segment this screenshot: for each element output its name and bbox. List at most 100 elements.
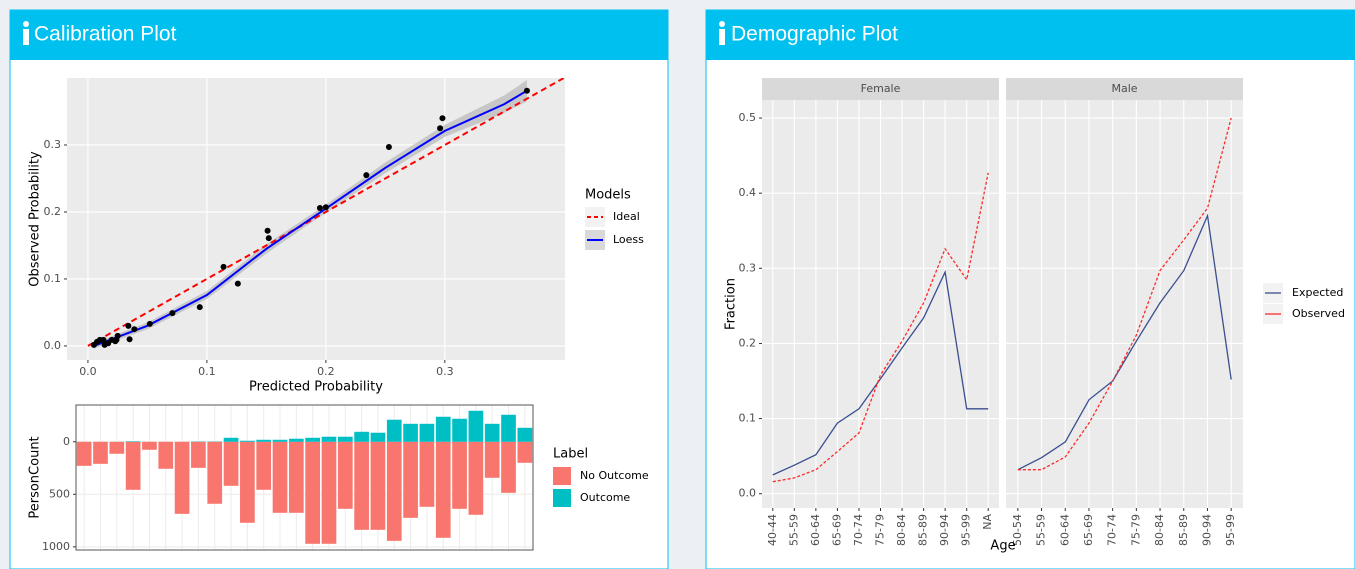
bar [207, 441, 223, 504]
x-tick-label: 95-99 [960, 514, 973, 546]
y-tick-label: 0.4 [739, 186, 757, 199]
bar [386, 441, 402, 541]
bar [240, 441, 255, 523]
box-header [10, 10, 668, 60]
x-tick-label: 80-84 [1153, 514, 1166, 546]
point [437, 125, 444, 132]
x-tick-label: 40-44 [766, 514, 779, 546]
plot-background [1006, 100, 1243, 508]
bar [517, 427, 533, 442]
x-tick-label: 70-74 [852, 514, 865, 546]
y-tick-label: 0.1 [44, 272, 62, 285]
y-tick-label: 0.0 [44, 339, 62, 352]
line [1017, 213, 1232, 471]
bar [403, 423, 418, 442]
legend-label: Observed [1292, 307, 1345, 320]
line [772, 172, 989, 483]
box-header [706, 10, 1355, 60]
plot-border [75, 404, 534, 551]
y-tick-label: 0 [63, 435, 70, 448]
y-tick-label: 0.1 [739, 412, 757, 425]
bar [93, 441, 108, 464]
point [100, 336, 107, 343]
x-tick-label: 60-64 [1058, 514, 1071, 546]
box-title: Calibration Plot [34, 23, 177, 46]
bar [435, 441, 451, 538]
bar [76, 441, 92, 466]
line [87, 78, 565, 347]
point [523, 87, 530, 94]
bar [174, 441, 190, 514]
legend-title: Label [553, 447, 588, 462]
point [131, 326, 138, 333]
info-icon [23, 29, 29, 45]
bar [419, 423, 435, 442]
bar [272, 441, 288, 513]
x-tick-label: 90-94 [938, 514, 951, 546]
line [772, 269, 989, 476]
x-tick-label: 65-69 [1082, 514, 1095, 546]
legend-title: Models [585, 188, 631, 203]
bar [435, 416, 451, 442]
y-tick-label: 0.5 [739, 111, 757, 124]
bar [321, 441, 337, 544]
x-tick-label: 65-69 [830, 514, 843, 546]
bar [419, 441, 435, 507]
x-tick-label: 85-89 [917, 514, 930, 546]
x-tick-label: 0.2 [317, 365, 335, 378]
point [126, 336, 133, 343]
y-tick-label: 0.3 [44, 138, 62, 151]
bar [337, 441, 353, 509]
bar [501, 441, 516, 493]
legend-label: Outcome [580, 491, 630, 504]
bar [256, 441, 272, 490]
bar [305, 441, 321, 544]
bar [191, 441, 206, 468]
y-axis-title: PersonCount [28, 436, 43, 518]
x-tick-label: 50-54 [1011, 514, 1024, 546]
legend-swatch [553, 489, 571, 507]
bar [223, 441, 239, 486]
strip [1006, 78, 1243, 100]
bar [125, 441, 141, 490]
x-tick-label: 0.3 [436, 365, 454, 378]
bar [403, 441, 418, 518]
bar [501, 414, 516, 442]
x-tick-label: 55-59 [787, 514, 800, 546]
bar [517, 441, 533, 463]
point [234, 280, 241, 287]
point [439, 115, 446, 122]
point [322, 204, 329, 211]
facet-title: Male [1111, 82, 1137, 95]
y-tick-label: 0.2 [739, 336, 757, 349]
y-tick-label: 0.0 [739, 487, 757, 500]
x-tick-label: 95-99 [1224, 514, 1237, 546]
bar [386, 419, 402, 442]
x-tick-label: 0.0 [79, 365, 97, 378]
point [125, 322, 132, 329]
x-tick-label: 80-84 [895, 514, 908, 546]
point [169, 310, 176, 317]
bar [321, 436, 337, 442]
box-title: Demographic Plot [731, 23, 898, 46]
info-icon [719, 21, 725, 27]
y-tick-label: 500 [49, 487, 70, 500]
bar [484, 441, 500, 478]
legend-label: Expected [1292, 286, 1343, 299]
point [316, 204, 323, 211]
bar [288, 438, 304, 442]
y-axis-title: Observed Probability [28, 151, 43, 287]
bar [452, 418, 467, 442]
x-tick-label: 70-74 [1106, 514, 1119, 546]
info-icon [23, 21, 29, 27]
point [363, 172, 370, 179]
bar [158, 441, 174, 469]
point [196, 304, 203, 311]
bar [354, 441, 369, 530]
bar [288, 441, 304, 513]
legend-label: Loess [613, 233, 644, 246]
x-axis-title: Age [990, 539, 1015, 554]
x-tick-label: 60-64 [809, 514, 822, 546]
bar [468, 410, 484, 442]
